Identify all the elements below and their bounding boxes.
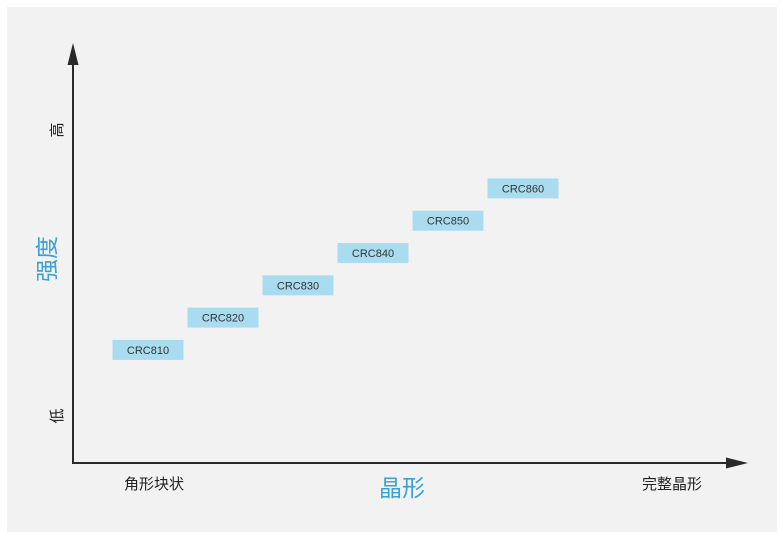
data-label-crc850: CRC850 bbox=[427, 216, 469, 228]
data-label-crc860: CRC860 bbox=[502, 183, 544, 195]
y-axis-title: 强度 bbox=[34, 236, 60, 282]
y-tick-high: 高 bbox=[49, 122, 66, 137]
data-point-crc830 bbox=[262, 275, 334, 296]
x-tick-right: 完整晶形 bbox=[642, 476, 702, 493]
data-label-crc820: CRC820 bbox=[202, 313, 244, 325]
chart-panel bbox=[7, 7, 777, 532]
data-label-crc810: CRC810 bbox=[127, 345, 169, 357]
data-label-crc830: CRC830 bbox=[277, 280, 319, 292]
data-point-crc850 bbox=[412, 210, 484, 231]
data-point-crc820 bbox=[187, 307, 259, 328]
x-tick-left: 角形块状 bbox=[124, 476, 184, 493]
y-axis-arrow bbox=[67, 43, 79, 65]
data-point-crc810 bbox=[112, 339, 184, 360]
data-marks: CRC810 CRC820 CRC830 CRC840 CRC850 CRC860 bbox=[112, 178, 559, 360]
x-axis-arrow bbox=[726, 457, 748, 469]
data-label-crc840: CRC840 bbox=[352, 248, 394, 260]
data-point-crc860 bbox=[487, 178, 559, 199]
x-axis-title: 晶形 bbox=[379, 475, 425, 501]
data-point-crc840 bbox=[337, 243, 409, 263]
y-tick-low: 低 bbox=[49, 408, 66, 423]
